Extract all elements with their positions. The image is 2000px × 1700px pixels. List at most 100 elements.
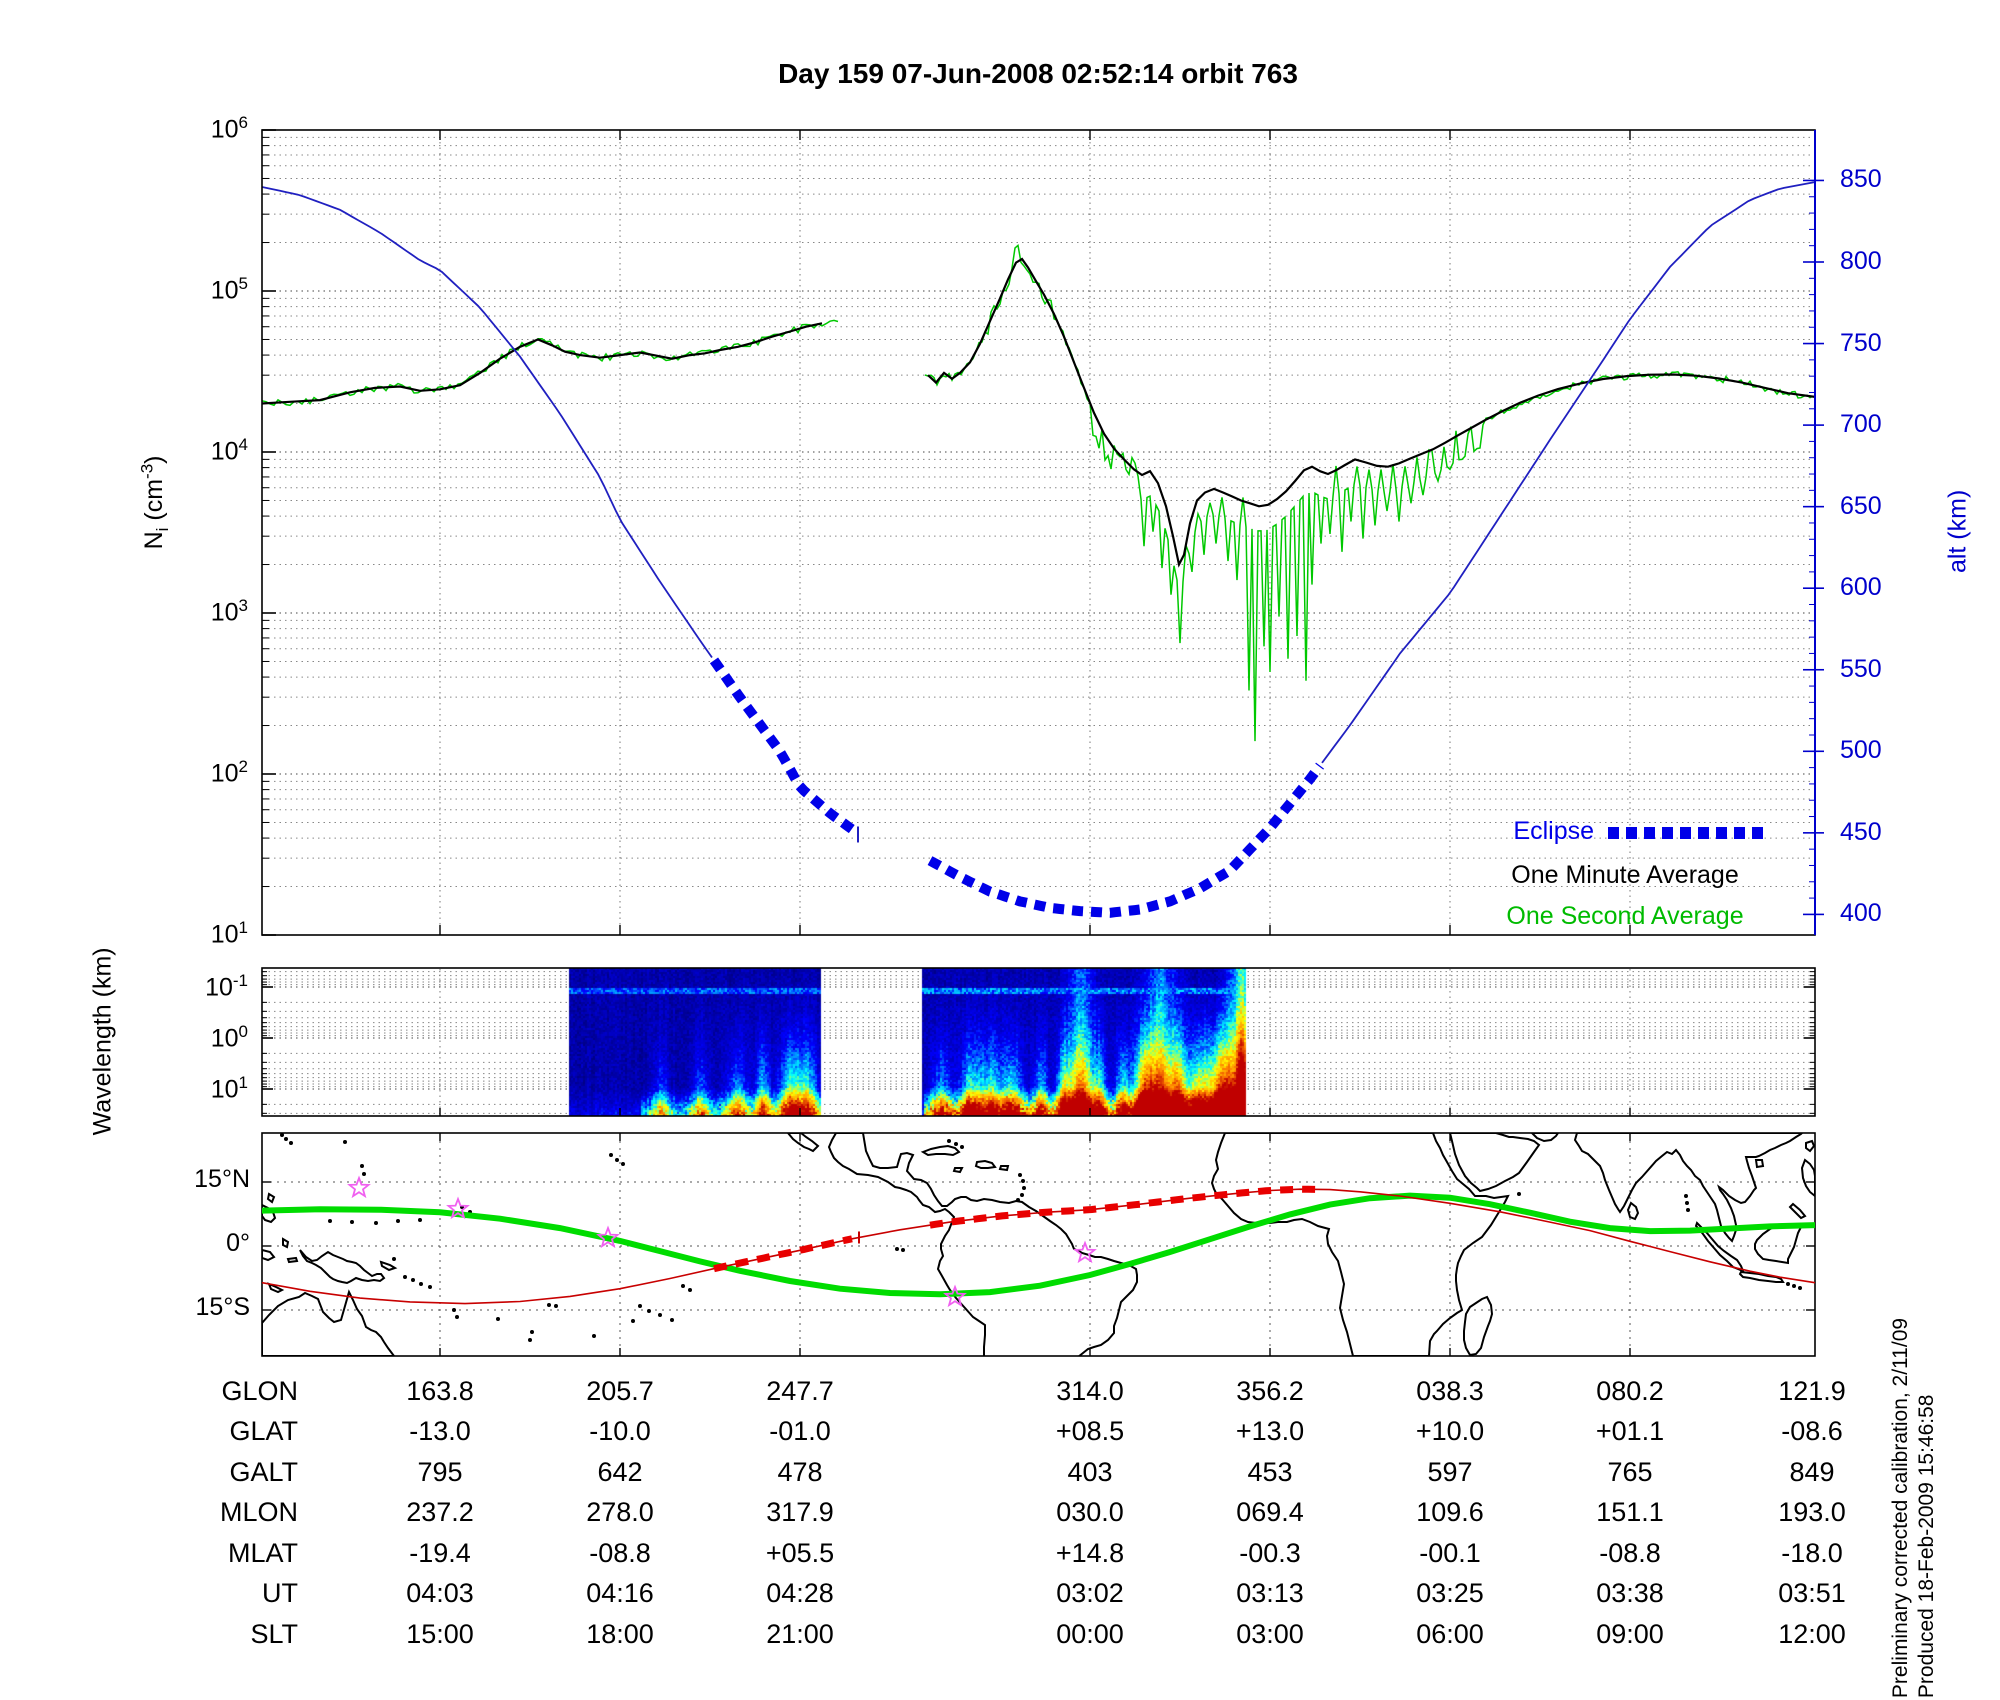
coastline: [286, 1256, 299, 1264]
island-dot: [289, 1141, 293, 1145]
legend-one-second-label: One Second Average: [1506, 902, 1744, 930]
coastline: [998, 1165, 1010, 1172]
coastline: [266, 1192, 276, 1204]
table-cell: 237.2: [406, 1497, 474, 1527]
island-dot: [1021, 1179, 1025, 1183]
island-dot: [403, 1275, 407, 1279]
table-cell: 765: [1607, 1457, 1653, 1487]
island-dot: [658, 1313, 662, 1317]
legend-eclipse-label: Eclipse: [1513, 817, 1594, 845]
island-dot: [455, 1315, 459, 1319]
coastline: [1626, 1201, 1640, 1221]
coastline: [974, 1159, 997, 1169]
wavelength-tick-label: 100: [210, 1022, 248, 1053]
island-dot: [419, 1282, 423, 1286]
island-dot: [392, 1257, 396, 1261]
coastline: [1754, 1159, 1765, 1169]
one-minute-average-seg2: [927, 257, 1815, 568]
table-cell: 04:16: [586, 1578, 654, 1608]
table-cell: -19.4: [409, 1538, 471, 1568]
table-cell: 109.6: [1416, 1497, 1484, 1527]
table-cell: +10.0: [1415, 1416, 1485, 1446]
ni-axis-label: Ni (cm-3): [137, 455, 172, 550]
density-panel: [262, 181, 1815, 918]
island-dot: [1686, 1208, 1690, 1212]
table-cell: -18.0: [1781, 1538, 1843, 1568]
island-dot: [547, 1303, 551, 1307]
coastline: [1694, 1221, 1745, 1273]
table-cell: -08.6: [1781, 1416, 1843, 1446]
table-cell: 317.9: [766, 1497, 834, 1527]
island-dot: [638, 1304, 642, 1308]
footer-note-produced: Produced 18-Feb-2009 15:46:58: [1914, 1394, 1938, 1699]
table-cell: 18:00: [586, 1619, 654, 1649]
eclipse-dashes-1: [709, 657, 857, 835]
alt-tick-label: 550: [1840, 654, 1882, 683]
coastline: [1463, 1295, 1494, 1356]
coastline: [379, 1260, 398, 1272]
spectrogram-image: [262, 968, 1815, 1116]
island-dot: [1786, 1282, 1790, 1286]
table-cell: 03:38: [1596, 1578, 1664, 1608]
latitude-label: 15°S: [195, 1293, 250, 1321]
ground-track-eclipse-2: [929, 1185, 1321, 1229]
table-cell: 478: [777, 1457, 823, 1487]
wavelength-axis-label: Wavelength (km): [88, 947, 117, 1136]
alt-tick-label: 800: [1840, 247, 1882, 275]
table-cell: 205.7: [586, 1376, 654, 1406]
island-dot: [528, 1338, 532, 1342]
table-cell: 642: [597, 1457, 643, 1487]
table-cell: 12:00: [1778, 1619, 1846, 1649]
coastline: [1210, 1133, 1510, 1356]
table-cell: 849: [1789, 1457, 1835, 1487]
table-cell: 030.0: [1056, 1497, 1124, 1527]
island-dot: [688, 1288, 692, 1292]
one-second-average-seg2: [924, 243, 1814, 742]
world-map-panel: [262, 1133, 1815, 1356]
table-cell: -00.3: [1239, 1538, 1301, 1568]
table-cell: 04:03: [406, 1578, 474, 1608]
table-cell: 193.0: [1778, 1497, 1846, 1527]
table-cell: -08.8: [589, 1538, 651, 1568]
island-dot: [895, 1247, 899, 1251]
coastline: [267, 1282, 285, 1294]
table-cell: +01.1: [1595, 1416, 1665, 1446]
island-dot: [452, 1308, 456, 1312]
legend-one-minute-label: One Minute Average: [1511, 861, 1739, 889]
ni-tick-label: 102: [210, 757, 248, 788]
alt-tick-label: 650: [1840, 491, 1882, 520]
island-dot: [374, 1221, 378, 1225]
island-dot: [418, 1218, 422, 1222]
island-dot: [947, 1139, 951, 1143]
table-cell: 080.2: [1596, 1376, 1664, 1406]
island-dot: [1022, 1186, 1026, 1190]
figure-title: Day 159 07-Jun-2008 02:52:14 orbit 763: [778, 58, 1298, 89]
ni-tick-label: 103: [210, 596, 248, 627]
coastline: [262, 1248, 276, 1262]
ground-station-star: [596, 1225, 620, 1249]
table-cell: 038.3: [1416, 1376, 1484, 1406]
island-dot: [670, 1318, 674, 1322]
table-cell: 09:00: [1596, 1619, 1664, 1649]
island-dot: [960, 1145, 964, 1149]
table-cell: 356.2: [1236, 1376, 1304, 1406]
table-cell: 314.0: [1056, 1376, 1124, 1406]
table-cell: 403: [1067, 1457, 1113, 1487]
island-dot: [328, 1219, 332, 1223]
table-cell: 15:00: [406, 1619, 474, 1649]
table-cell: +08.5: [1055, 1416, 1125, 1446]
table-cell: 03:02: [1056, 1578, 1124, 1608]
table-cell: 453: [1247, 1457, 1293, 1487]
island-dot: [1685, 1201, 1689, 1205]
table-cell: -01.0: [769, 1416, 831, 1446]
table-cell: 163.8: [406, 1376, 474, 1406]
latitude-label: 15°N: [194, 1165, 250, 1193]
footer-note-calibration: Preliminary corrected calibration, 2/11/…: [1888, 1317, 1912, 1699]
island-dot: [343, 1140, 347, 1144]
island-dot: [496, 1317, 500, 1321]
alt-tick-label: 850: [1840, 165, 1882, 194]
ground-station-star: [347, 1175, 371, 1199]
alt-tick-label: 700: [1840, 410, 1882, 439]
ni-tick-label: 105: [210, 274, 248, 305]
